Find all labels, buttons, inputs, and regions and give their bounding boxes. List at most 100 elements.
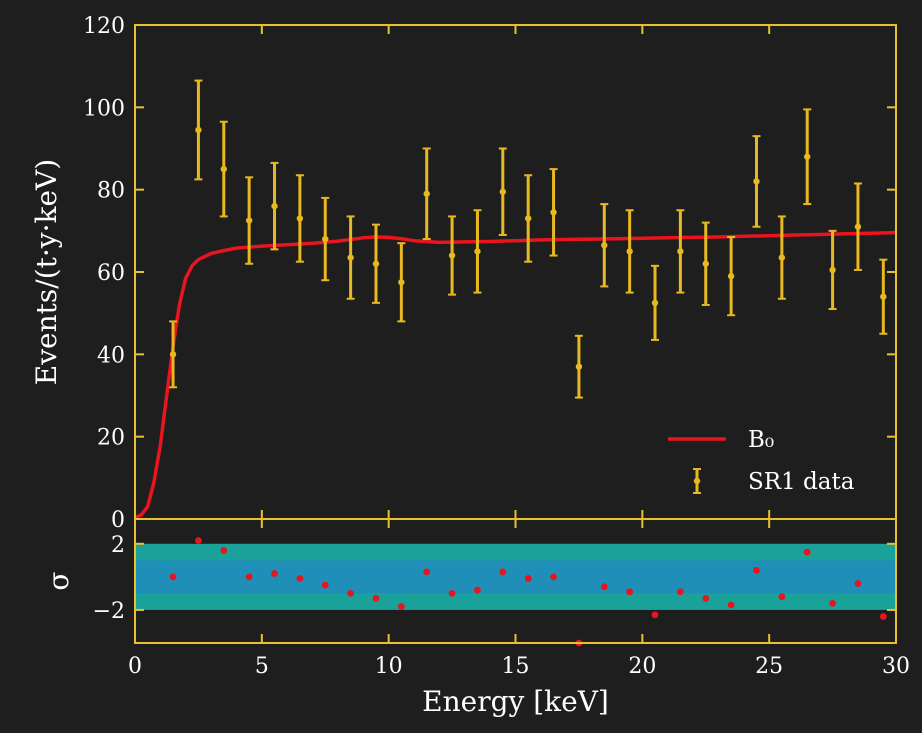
residual-point xyxy=(854,580,862,587)
data-point xyxy=(245,176,254,265)
residual-point xyxy=(499,568,507,576)
data-marker xyxy=(601,242,608,249)
data-marker xyxy=(322,235,329,243)
residual-point xyxy=(600,583,608,591)
data-point xyxy=(498,147,507,236)
residual-point xyxy=(651,611,659,619)
data-point xyxy=(219,120,228,218)
residual-point xyxy=(372,594,380,602)
residual-point xyxy=(271,570,278,577)
legend: B₀ SR1 data xyxy=(668,427,855,495)
data-marker xyxy=(398,279,405,286)
data-point xyxy=(169,320,178,389)
data-point xyxy=(524,174,533,263)
data-point xyxy=(701,221,710,306)
y-tick-label: 20 xyxy=(97,426,125,451)
data-point xyxy=(727,236,736,317)
data-marker xyxy=(626,248,633,255)
y-tick-label: 100 xyxy=(83,96,125,121)
residual-point xyxy=(347,590,355,597)
data-marker xyxy=(448,252,456,259)
data-point xyxy=(473,209,482,294)
residual-y-tick-label: −2 xyxy=(93,599,125,624)
data-point xyxy=(803,108,812,206)
x-axis-label: Energy [keV] xyxy=(422,685,609,718)
data-point xyxy=(448,215,457,296)
data-marker xyxy=(854,223,862,230)
data-point xyxy=(346,215,355,300)
x-tick-label: 0 xyxy=(128,654,142,679)
residual-point xyxy=(169,573,177,581)
data-point xyxy=(371,223,380,304)
model-line-layer xyxy=(134,230,897,520)
residual-y-tick-label: 2 xyxy=(111,533,125,558)
x-tick-label: 30 xyxy=(882,654,910,679)
y-tick-label: 80 xyxy=(97,179,125,204)
data-marker xyxy=(347,254,354,261)
residual-point xyxy=(448,590,456,597)
data-marker xyxy=(220,165,227,173)
residual-point xyxy=(727,601,735,609)
data-point xyxy=(625,209,634,294)
data-marker xyxy=(575,363,583,370)
residual-point xyxy=(524,575,532,582)
data-marker xyxy=(880,293,887,300)
residual-point xyxy=(321,581,329,589)
data-point xyxy=(194,79,203,181)
x-tick-label: 10 xyxy=(375,654,403,679)
residual-point xyxy=(753,566,760,574)
data-marker xyxy=(169,351,177,358)
sigma1-band xyxy=(135,560,896,594)
data-point xyxy=(270,161,279,251)
y-tick-label: 0 xyxy=(111,508,125,533)
data-marker xyxy=(524,215,532,222)
y-axis-label: Events/(t·y·keV) xyxy=(30,159,63,385)
data-point xyxy=(422,147,431,241)
data-marker xyxy=(474,248,481,255)
legend-label-sr1: SR1 data xyxy=(748,469,855,495)
data-marker xyxy=(651,299,659,307)
data-marker xyxy=(702,260,709,267)
axis-labels: Energy [keV] Events/(t·y·keV) σ xyxy=(30,159,609,718)
data-marker xyxy=(372,260,380,267)
data-point xyxy=(549,168,558,257)
x-tick-label: 25 xyxy=(755,654,783,679)
data-point xyxy=(574,334,583,399)
data-point xyxy=(321,196,330,282)
residual-points-layer xyxy=(169,537,887,647)
residual-point xyxy=(245,573,253,581)
data-point xyxy=(828,229,837,311)
data-point xyxy=(777,215,786,300)
residual-point xyxy=(195,537,202,544)
data-marker xyxy=(423,190,430,197)
residual-bands xyxy=(135,543,896,610)
data-point xyxy=(752,135,761,228)
y-tick-label: 60 xyxy=(97,261,125,286)
residual-y-axis-label: σ xyxy=(42,571,75,590)
residual-point xyxy=(803,548,811,556)
data-point xyxy=(676,209,685,294)
residual-point xyxy=(626,588,634,596)
data-marker xyxy=(195,126,202,134)
residual-point xyxy=(829,599,836,607)
data-marker xyxy=(271,202,278,210)
data-marker xyxy=(296,215,304,222)
y-tick-label: 120 xyxy=(83,14,125,39)
data-point xyxy=(295,174,304,263)
data-marker xyxy=(753,178,760,185)
data-point xyxy=(879,258,888,335)
residual-point xyxy=(550,573,557,581)
residual-point xyxy=(778,593,786,601)
x-tick-label: 5 xyxy=(255,654,269,679)
residual-point xyxy=(474,586,481,594)
data-point xyxy=(600,203,609,288)
model-curve-b0 xyxy=(134,230,897,520)
legend-marker xyxy=(693,477,701,485)
data-marker xyxy=(245,217,253,224)
data-marker xyxy=(499,188,507,195)
data-marker xyxy=(677,248,684,255)
data-marker xyxy=(829,266,836,274)
residual-point xyxy=(702,594,710,602)
data-marker xyxy=(727,272,735,280)
